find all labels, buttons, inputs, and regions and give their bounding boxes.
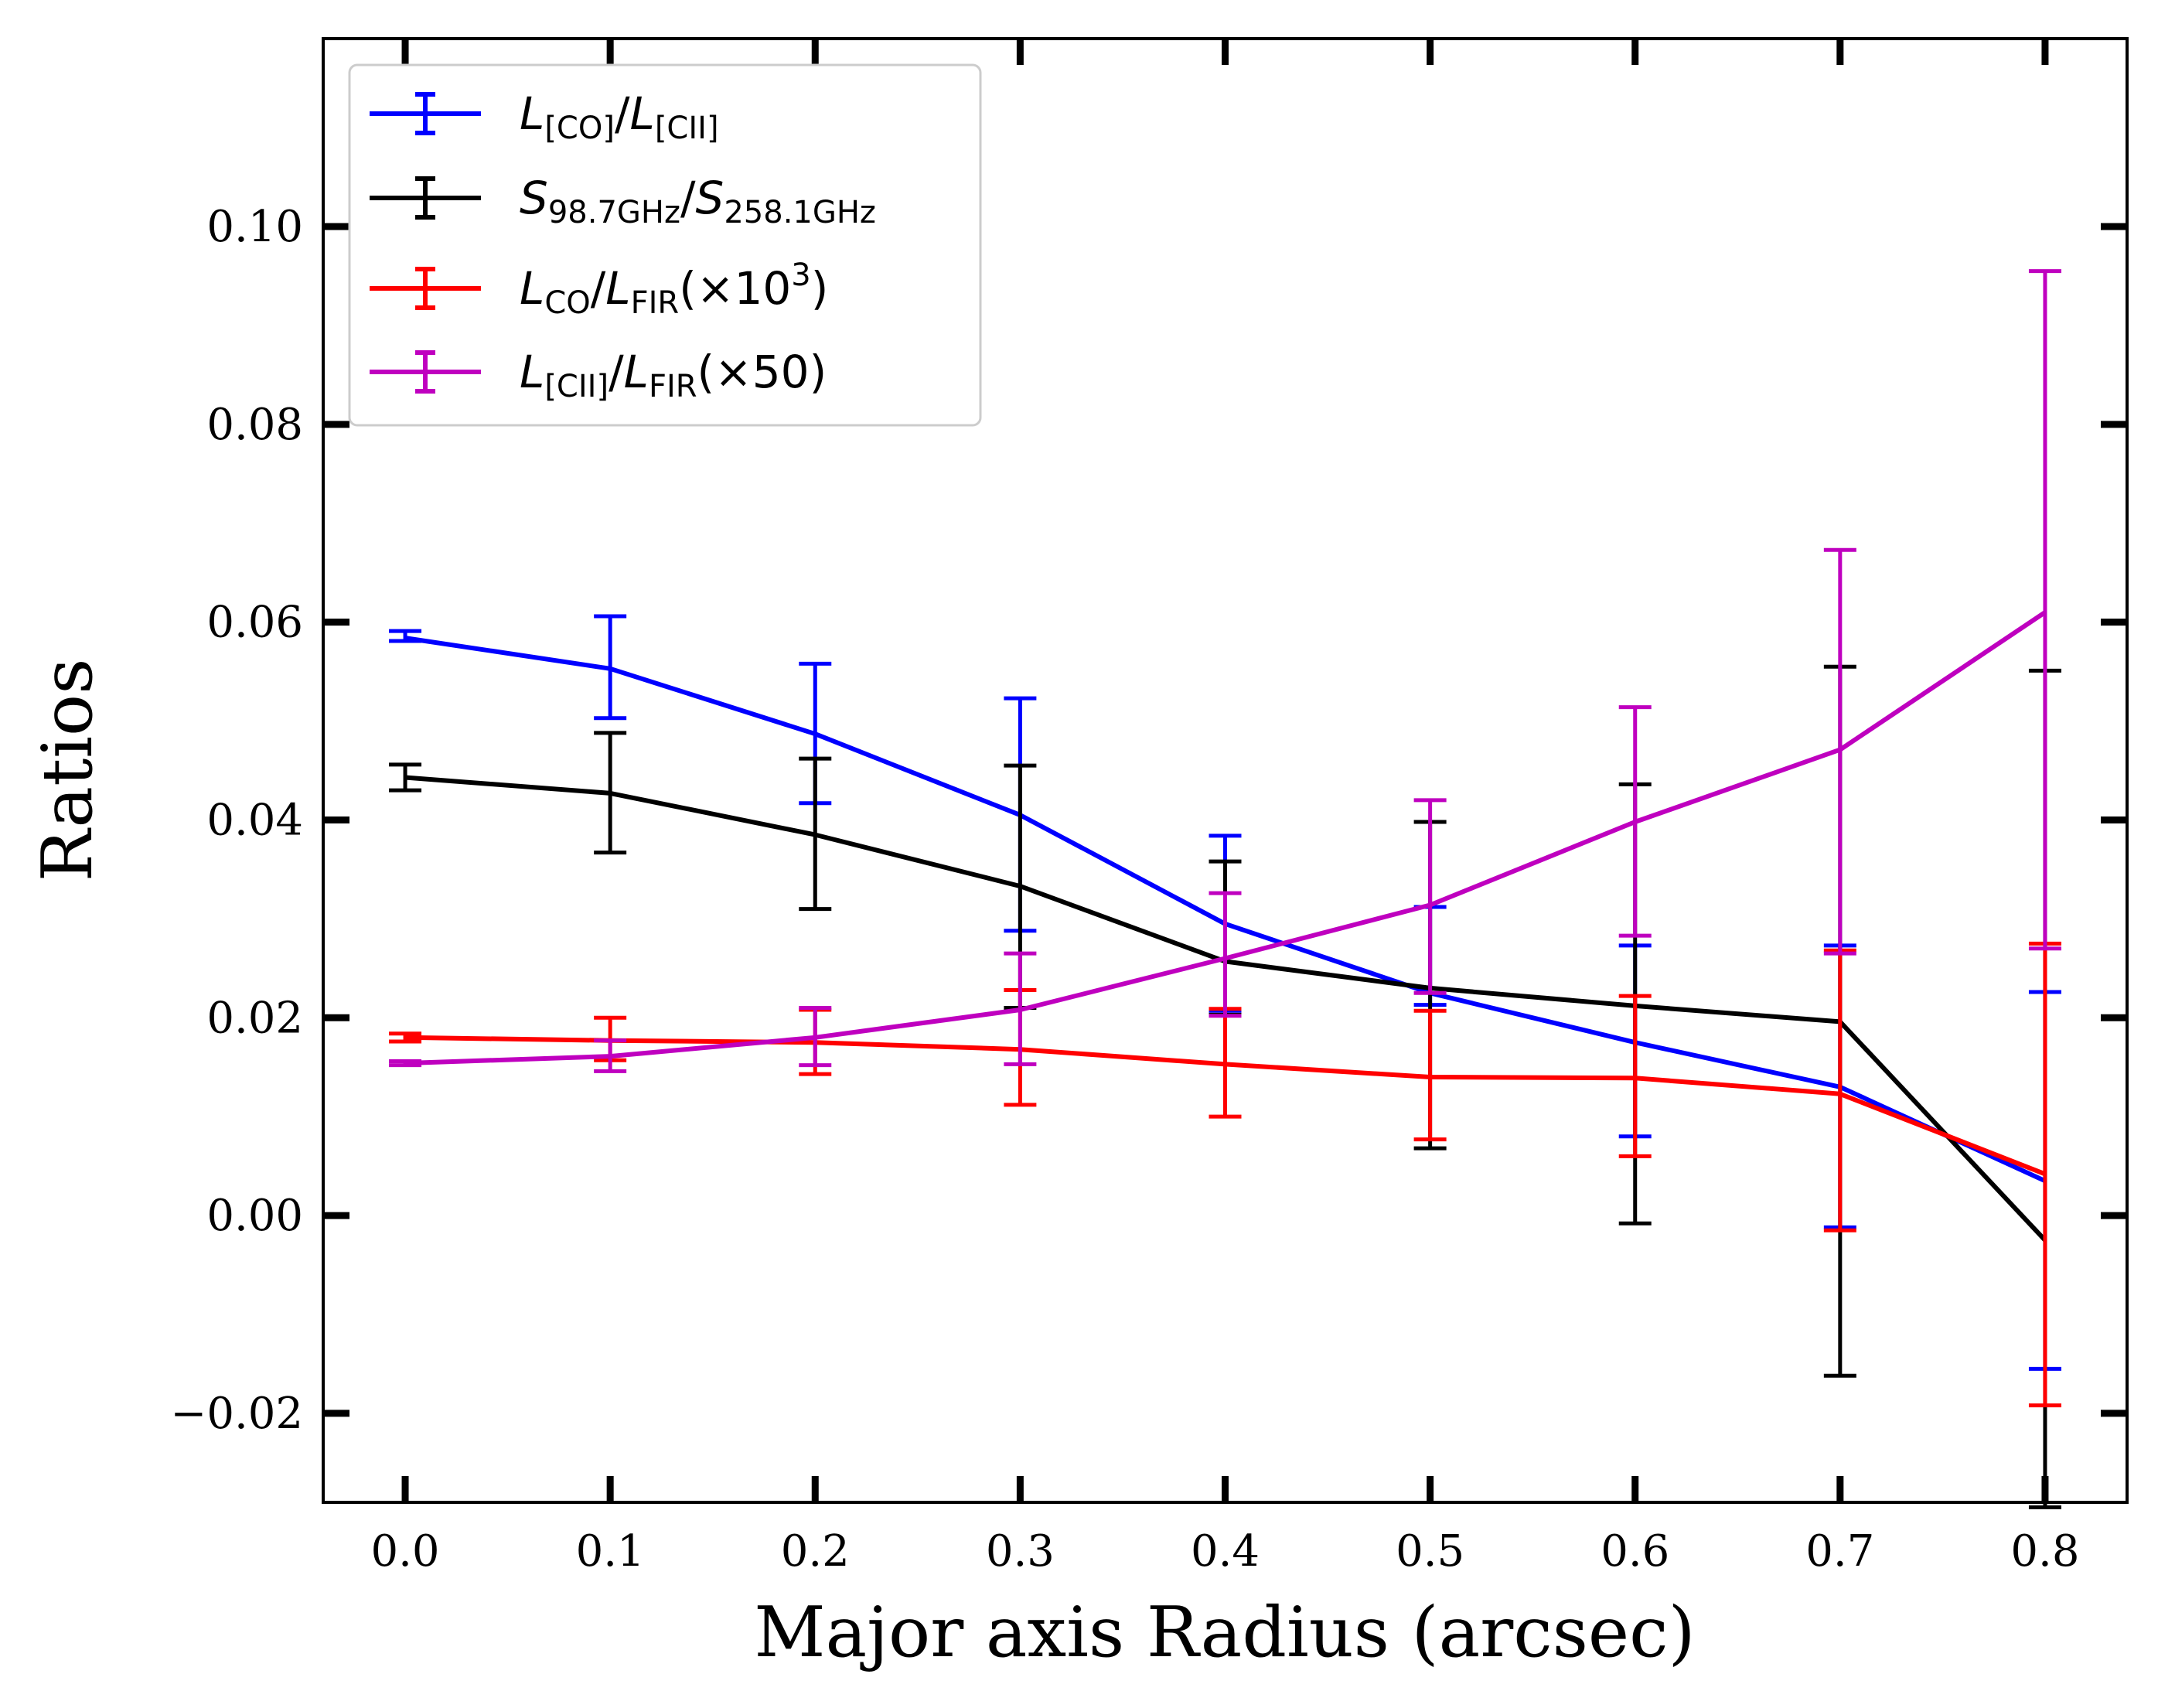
error-bar-co_fir-5 [1413, 1008, 1447, 1142]
legend-co-fir-b-sub: FIR [631, 285, 680, 321]
error-bar-s_ratio-1 [594, 731, 627, 855]
legend-co-fir-suffix: (×10 [679, 262, 791, 315]
x-tick-label-0: 0.0 [371, 1526, 440, 1577]
y-tick-label-6: 0.10 [206, 202, 303, 252]
error-bar-cii_fir-1 [594, 1038, 627, 1073]
error-bar-s_ratio-0 [389, 762, 422, 793]
legend-entry-cii-fir: L[CII]/LFIR(×50) [370, 346, 827, 404]
legend-co-cii-a-sub: [CO] [544, 111, 615, 146]
y-tick-label-1: 0.00 [206, 1191, 303, 1241]
legend-s-ratio-a: S [520, 172, 548, 224]
error-bar-co_fir-0 [389, 1031, 422, 1044]
legend-cii-fir-sep: / [609, 346, 624, 398]
legend-cii-fir-a: L [520, 346, 544, 398]
y-tick-label-0: −0.02 [170, 1389, 303, 1439]
error-bar-co_fir-6 [1618, 994, 1652, 1158]
y-axis-title: Ratios [27, 659, 108, 882]
error-bar-cii_fir-7 [1823, 547, 1856, 956]
x-tick-label-2: 0.2 [781, 1526, 850, 1577]
error-bar-cii_fir-5 [1413, 798, 1447, 995]
y-tick-labels: −0.02 0.00 0.02 0.04 0.06 0.08 0.10 [170, 202, 303, 1439]
error-bar-s_ratio-2 [799, 756, 832, 912]
legend-s-ratio-a-sub: 98.7GHz [548, 195, 680, 230]
legend-box [348, 63, 982, 427]
error-bar-cii_fir-0 [389, 1059, 422, 1068]
error-bar-co_cii-1 [594, 614, 627, 721]
series-cii_fir [389, 269, 2061, 1073]
svg-text:S98.7GHz/S258.1GHz: S98.7GHz/S258.1GHz [520, 172, 876, 230]
legend-co-fir-close: ) [811, 262, 829, 315]
legend-handle-co-fir [370, 267, 481, 310]
plot-marks [389, 269, 2061, 1509]
plot-frame [322, 37, 2129, 1504]
legend-s-ratio-b: S [696, 172, 724, 224]
legend-co-fir-sup: 3 [791, 257, 810, 293]
error-bar-co_cii-0 [389, 629, 422, 643]
legend-co-cii-b-sub: [CII] [655, 111, 719, 146]
error-bar-cii_fir-3 [1004, 951, 1037, 1066]
legend-handle-cii-fir [370, 350, 481, 394]
legend-cii-fir-b: L [624, 346, 649, 398]
x-tick-label-4: 0.4 [1191, 1526, 1260, 1577]
x-tick-label-7: 0.7 [1805, 1526, 1874, 1577]
error-bar-cii_fir-8 [2028, 269, 2061, 951]
x-tick-labels: 0.0 0.1 0.2 0.3 0.4 0.5 0.6 0.7 0.8 [371, 1526, 2080, 1577]
y-tick-label-5: 0.08 [206, 400, 303, 450]
x-tick-label-8: 0.8 [2010, 1526, 2079, 1577]
legend-co-fir-b: L [605, 262, 630, 315]
x-tick-label-1: 0.1 [576, 1526, 645, 1577]
error-bar-cii_fir-4 [1209, 891, 1242, 1018]
legend-s-ratio-b-sub: 258.1GHz [724, 195, 876, 230]
svg-text:LCO/LFIR(×103): LCO/LFIR(×103) [520, 257, 828, 321]
legend-cii-fir-b-sub: FIR [649, 369, 697, 404]
legend-handle-co-cii [370, 92, 481, 135]
legend-co-cii-sep: / [615, 87, 630, 140]
legend-cii-fir-suffix: (×50) [697, 346, 827, 398]
y-tick-label-2: 0.02 [206, 993, 303, 1043]
legend-co-fir-a-sub: CO [544, 285, 590, 321]
legend-co-cii-a: L [520, 87, 544, 140]
x-axis-title: Major axis Radius (arcsec) [754, 1592, 1695, 1673]
error-bar-cii_fir-6 [1618, 705, 1652, 938]
svg-text:L[CII]/LFIR(×50): L[CII]/LFIR(×50) [520, 346, 827, 404]
legend-co-fir-a: L [520, 262, 544, 315]
legend-entry-s-ratio: S98.7GHz/S258.1GHz [370, 172, 876, 230]
x-tick-label-6: 0.6 [1601, 1526, 1669, 1577]
x-tick-label-5: 0.5 [1396, 1526, 1464, 1577]
y-tick-label-4: 0.06 [206, 598, 303, 648]
legend-co-cii-b: L [630, 87, 655, 140]
axis-ticks [323, 39, 2127, 1502]
legend-s-ratio-sep: / [680, 172, 696, 224]
error-bar-cii_fir-2 [799, 1005, 832, 1068]
legend-entry-co-cii: L[CO]/L[CII] [370, 87, 719, 146]
y-tick-label-3: 0.04 [206, 795, 303, 845]
legend: L[CO]/L[CII] S98.7GHz/S258.1GHz LC [348, 63, 982, 427]
legend-co-fir-sep: / [591, 262, 606, 315]
svg-text:L[CO]/L[CII]: L[CO]/L[CII] [520, 87, 719, 146]
legend-cii-fir-a-sub: [CII] [544, 369, 609, 404]
x-tick-label-3: 0.3 [986, 1526, 1055, 1577]
legend-handle-s-ratio [370, 176, 481, 220]
legend-entry-co-fir: LCO/LFIR(×103) [370, 257, 828, 321]
